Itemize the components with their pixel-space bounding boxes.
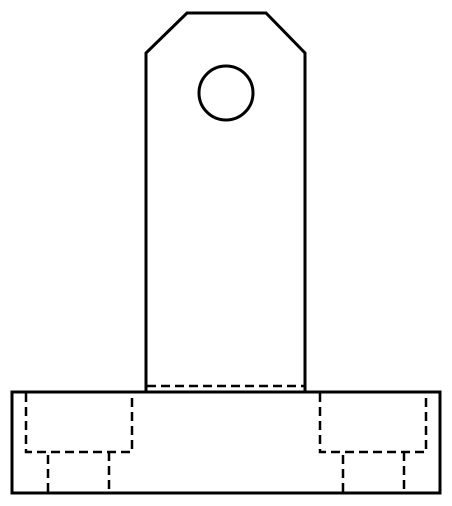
through-hole [197,64,255,122]
upright-tab-outline [144,11,307,391]
base-plate-outline [10,390,442,495]
right-counterbore-hidden [318,393,428,454]
right-bore-hidden [341,452,406,492]
left-bore-hidden [46,452,111,492]
left-counterbore-hidden [24,393,134,454]
